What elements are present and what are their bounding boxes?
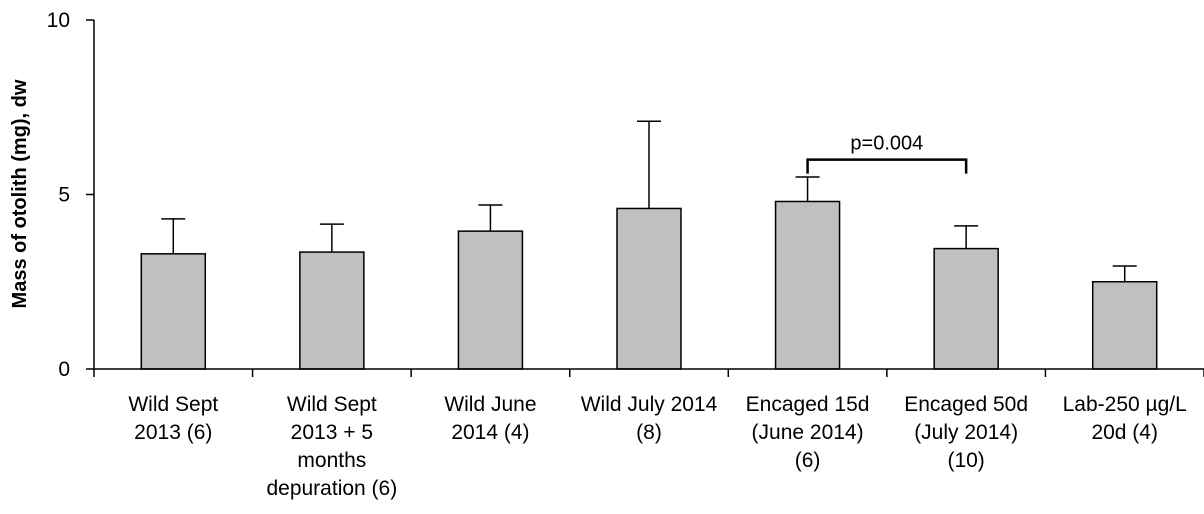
x-tick-label-line: depuration (6) — [266, 477, 397, 500]
x-tick-label-line: (6) — [795, 449, 821, 472]
bars-layer — [140, 200, 1158, 370]
x-tick-label-line: Lab-250 µg/L — [1063, 393, 1187, 416]
x-tick-label-line: months — [297, 449, 366, 472]
x-tick-label-line: Wild June — [444, 393, 536, 416]
x-tick-label-line: (10) — [947, 449, 984, 472]
x-tick-label-5: Encaged 50d (July 2014) (10) — [904, 393, 1028, 472]
significance-bracket — [806, 158, 968, 174]
x-tick-label-line: Wild July 2014 — [581, 393, 718, 416]
bar-0 — [140, 253, 207, 370]
bar-3 — [616, 207, 682, 370]
x-tick-label-line: 2013 + 5 — [291, 421, 373, 444]
x-tick-label-1: Wild Sept 2013 + 5 months depuration (6) — [266, 393, 397, 500]
x-tick-label-line: 2014 (4) — [451, 421, 529, 444]
y-tick-label-2: 10 — [47, 9, 70, 32]
y-tick-label-1: 5 — [58, 184, 70, 207]
x-tick-label-line: Encaged 50d — [904, 393, 1028, 416]
x-tick-label-line: (8) — [636, 421, 662, 444]
x-tick-label-line: 20d (4) — [1091, 421, 1158, 444]
bar-2 — [457, 230, 524, 370]
y-axis-label: Mass of otolith (mg), dw — [9, 79, 31, 308]
labels-layer: 0 5 10 Wild Sept 2013 (6) Wild Sept 2013 + 5 mo… — [47, 9, 1187, 500]
y-tick-label-0: 0 — [58, 358, 70, 381]
x-tick-label-2: Wild June 2014 (4) — [444, 393, 536, 444]
x-tick-label-line: (July 2014) — [914, 421, 1018, 444]
axes-layer — [86, 19, 1204, 377]
x-tick-label-line: (June 2014) — [752, 421, 864, 444]
bar-1 — [299, 251, 365, 370]
bar-6 — [1091, 281, 1158, 370]
x-tick-label-3: Wild July 2014 (8) — [581, 393, 718, 444]
x-tick-label-6: Lab-250 µg/L 20d (4) — [1063, 393, 1187, 444]
x-tick-label-line: Encaged 15d — [746, 393, 870, 416]
x-tick-label-line: Wild Sept — [128, 393, 218, 416]
annotations-layer: p=0.004 — [806, 133, 968, 174]
significance-label: p=0.004 — [850, 133, 923, 155]
x-tick-label-line: 2013 (6) — [134, 421, 212, 444]
x-tick-label-4: Encaged 15d (June 2014) (6) — [746, 393, 870, 472]
bar-5 — [933, 247, 999, 370]
x-tick-label-0: Wild Sept 2013 (6) — [128, 393, 218, 444]
x-tick-label-line: Wild Sept — [287, 393, 377, 416]
error-bars-layer — [161, 120, 1137, 282]
bar-4 — [774, 200, 841, 370]
